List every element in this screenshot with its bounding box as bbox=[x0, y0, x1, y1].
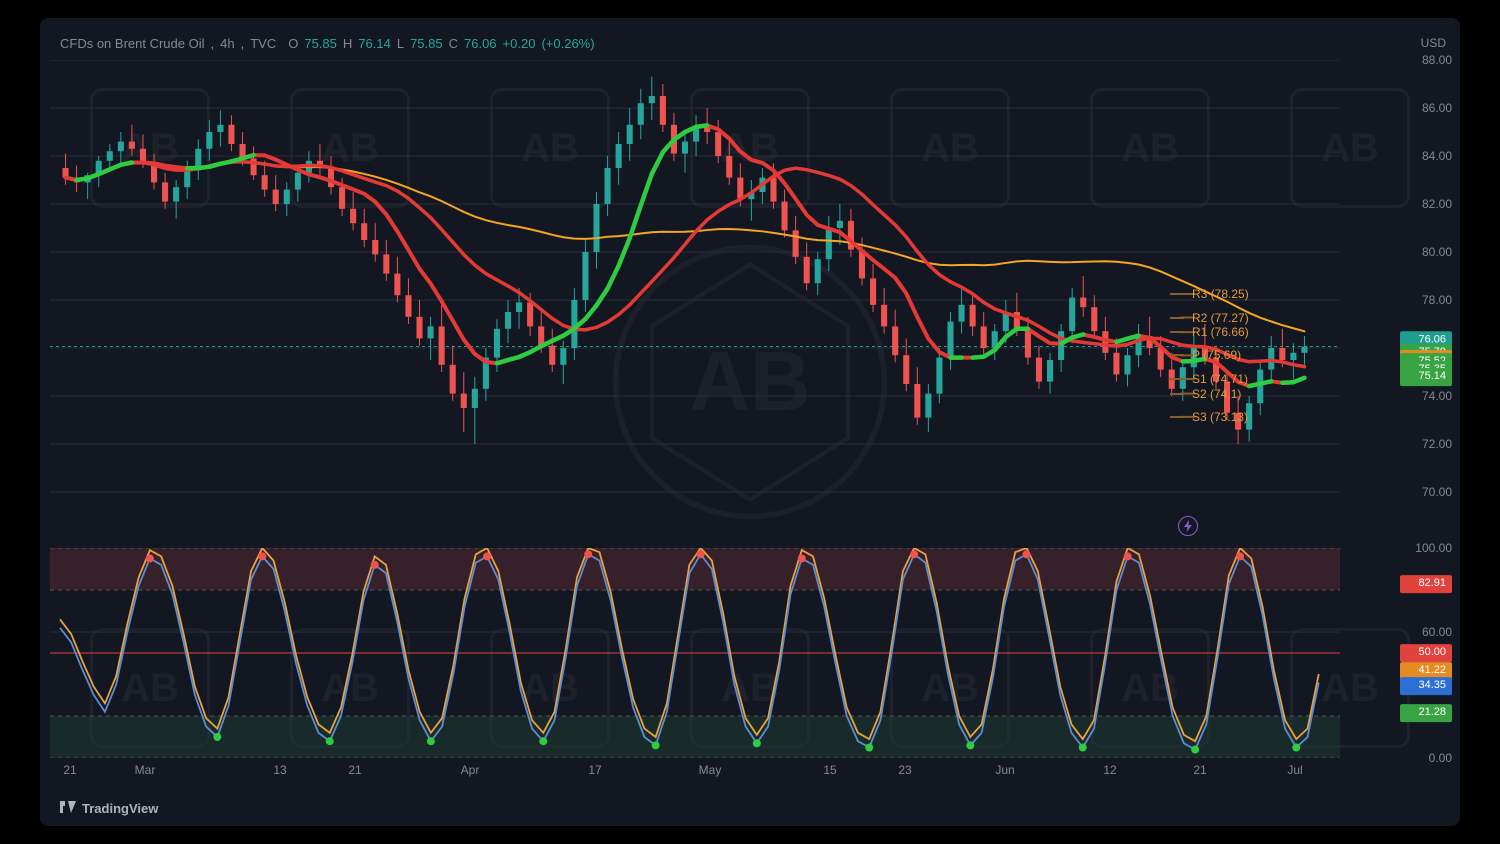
time-tick: 21 bbox=[1193, 763, 1206, 777]
h-label: H bbox=[343, 36, 352, 51]
osc-tag: 82.91 bbox=[1400, 575, 1452, 593]
pivot-labels: R3 (78.25) R2 (77.27)R1 (76.66) P (75.69) S… bbox=[1170, 60, 1330, 540]
oscillator-chart[interactable] bbox=[50, 548, 1340, 758]
currency-label: USD bbox=[1421, 36, 1446, 50]
osc-tag: 50.00 bbox=[1400, 644, 1452, 662]
price-tag: 75.14 bbox=[1400, 368, 1452, 386]
time-tick: 12 bbox=[1103, 763, 1116, 777]
osc-tag: 34.35 bbox=[1400, 677, 1452, 695]
time-tick: 23 bbox=[898, 763, 911, 777]
pivot-row: R2 (77.27) bbox=[1170, 311, 1249, 325]
chart-frame: CFDs on Brent Crude Oil , 4h , TVC O 75.… bbox=[40, 18, 1460, 826]
pivot-row: R3 (78.25) bbox=[1170, 287, 1249, 301]
price-y-axis: 88.0086.0084.0082.0080.0078.0076.0074.00… bbox=[1392, 60, 1452, 540]
l-value: 75.85 bbox=[410, 36, 443, 51]
brand-footer: TradingView bbox=[60, 801, 158, 816]
chg: +0.20 bbox=[503, 36, 536, 51]
time-tick: 21 bbox=[348, 763, 361, 777]
l-label: L bbox=[397, 36, 404, 51]
pivot-row: S2 (74.1) bbox=[1170, 387, 1241, 401]
price-tick: 88.00 bbox=[1422, 53, 1452, 67]
time-tick: Jun bbox=[995, 763, 1014, 777]
price-tick: 70.00 bbox=[1422, 485, 1452, 499]
h-value: 76.14 bbox=[358, 36, 391, 51]
chg-pct: (+0.26%) bbox=[541, 36, 594, 51]
c-label: C bbox=[449, 36, 458, 51]
time-tick: 15 bbox=[823, 763, 836, 777]
time-tick: 13 bbox=[273, 763, 286, 777]
c-value: 76.06 bbox=[464, 36, 497, 51]
price-tick: 86.00 bbox=[1422, 101, 1452, 115]
pivot-row: S3 (73.13) bbox=[1170, 410, 1248, 424]
osc-tick: 60.00 bbox=[1422, 625, 1452, 639]
source: TVC bbox=[250, 36, 276, 51]
osc-y-axis: 100.0060.000.0082.9150.0041.2234.3521.28 bbox=[1392, 548, 1452, 758]
pivot-row: S1 (74.71) bbox=[1170, 372, 1248, 386]
time-tick: Mar bbox=[135, 763, 156, 777]
symbol-header: CFDs on Brent Crude Oil , 4h , TVC O 75.… bbox=[60, 36, 595, 51]
time-tick: Apr bbox=[461, 763, 480, 777]
osc-tick: 0.00 bbox=[1429, 751, 1452, 765]
osc-tag: 21.28 bbox=[1400, 704, 1452, 722]
pivot-row: R1 (76.66) bbox=[1170, 325, 1249, 339]
time-tick: Jul bbox=[1287, 763, 1302, 777]
symbol-name: CFDs on Brent Crude Oil bbox=[60, 36, 205, 51]
lightning-icon[interactable] bbox=[1178, 516, 1198, 536]
time-x-axis: 21 Mar 13 21 Apr 17 May 15 23 Jun 12 21 Jul bbox=[50, 763, 1340, 783]
osc-tick: 100.00 bbox=[1415, 541, 1452, 555]
pivot-row: P (75.69) bbox=[1170, 348, 1241, 362]
price-tick: 82.00 bbox=[1422, 197, 1452, 211]
time-tick: 21 bbox=[63, 763, 76, 777]
price-tick: 78.00 bbox=[1422, 293, 1452, 307]
price-tick: 72.00 bbox=[1422, 437, 1452, 451]
price-tick: 80.00 bbox=[1422, 245, 1452, 259]
price-tick: 84.00 bbox=[1422, 149, 1452, 163]
price-chart[interactable] bbox=[50, 60, 1340, 540]
o-label: O bbox=[288, 36, 298, 51]
o-value: 75.85 bbox=[304, 36, 337, 51]
price-tick: 74.00 bbox=[1422, 389, 1452, 403]
time-tick: May bbox=[699, 763, 722, 777]
brand-name: TradingView bbox=[82, 801, 158, 816]
time-tick: 17 bbox=[588, 763, 601, 777]
tv-logo-icon bbox=[60, 801, 76, 816]
interval: 4h bbox=[220, 36, 234, 51]
